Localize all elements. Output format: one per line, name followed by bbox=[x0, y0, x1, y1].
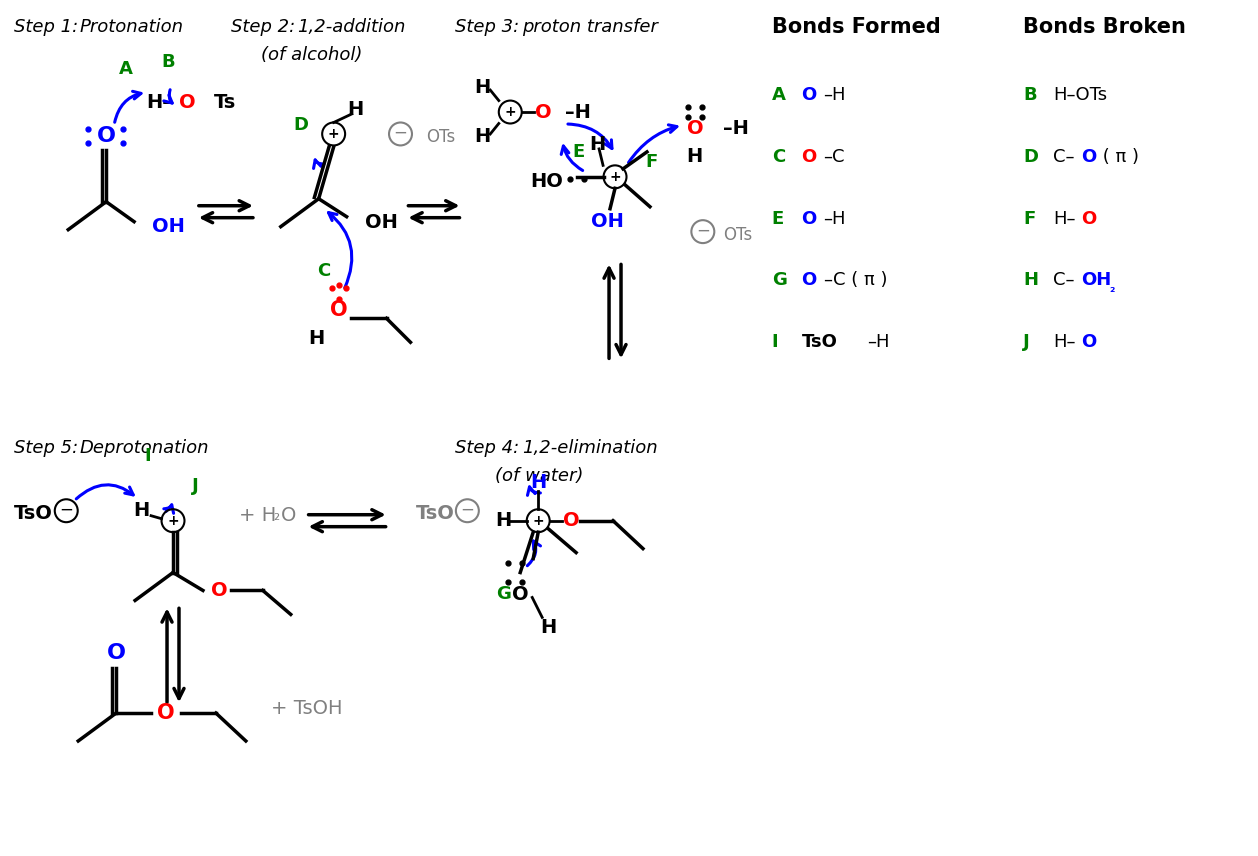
Text: C–: C– bbox=[1053, 271, 1074, 289]
Text: B: B bbox=[161, 53, 175, 71]
Text: −: − bbox=[696, 222, 710, 240]
Text: +: + bbox=[609, 169, 621, 184]
Text: O: O bbox=[1081, 210, 1096, 228]
Text: H–: H– bbox=[1053, 333, 1076, 351]
Text: + H: + H bbox=[239, 506, 276, 526]
Text: H: H bbox=[474, 128, 491, 146]
Text: –H: –H bbox=[723, 120, 749, 139]
Text: –H: –H bbox=[824, 210, 847, 228]
Text: H: H bbox=[347, 99, 364, 118]
Text: Step 5:: Step 5: bbox=[14, 439, 78, 457]
Text: I: I bbox=[145, 447, 151, 465]
Text: J: J bbox=[1023, 333, 1030, 351]
Text: H: H bbox=[540, 618, 556, 637]
Text: OH: OH bbox=[152, 217, 185, 236]
Text: I: I bbox=[771, 333, 779, 351]
Text: O: O bbox=[179, 92, 195, 111]
Text: Deprotonation: Deprotonation bbox=[79, 439, 209, 457]
Text: H: H bbox=[496, 511, 512, 530]
Text: C: C bbox=[317, 262, 331, 280]
Text: (of alcohol): (of alcohol) bbox=[260, 46, 362, 64]
Text: ( π ): ( π ) bbox=[1097, 148, 1138, 166]
Text: B: B bbox=[1023, 86, 1037, 104]
Text: H: H bbox=[308, 329, 325, 348]
Text: +: + bbox=[167, 514, 179, 527]
Text: ₂: ₂ bbox=[1110, 282, 1115, 295]
Text: O: O bbox=[281, 506, 296, 526]
Text: TsO: TsO bbox=[801, 333, 838, 351]
Text: H–OTs: H–OTs bbox=[1053, 86, 1107, 104]
Text: OTs: OTs bbox=[723, 226, 752, 244]
Text: H: H bbox=[530, 473, 546, 492]
Text: Bonds Broken: Bonds Broken bbox=[1023, 17, 1186, 38]
Text: O: O bbox=[211, 581, 228, 600]
Text: TsO: TsO bbox=[415, 504, 454, 523]
Text: O: O bbox=[1081, 333, 1096, 351]
Text: H–: H– bbox=[146, 92, 172, 111]
Text: OH: OH bbox=[590, 212, 624, 231]
Text: C: C bbox=[771, 148, 785, 166]
Text: G: G bbox=[496, 586, 511, 603]
Text: 1,2-addition: 1,2-addition bbox=[297, 18, 405, 36]
Text: HO: HO bbox=[531, 172, 564, 191]
Text: O: O bbox=[801, 86, 816, 104]
Text: O: O bbox=[107, 643, 126, 663]
Text: A: A bbox=[771, 86, 785, 104]
Text: −: − bbox=[394, 124, 408, 142]
Text: 1,2-elimination: 1,2-elimination bbox=[522, 439, 658, 457]
Text: O: O bbox=[157, 703, 175, 723]
Text: −: − bbox=[59, 501, 73, 519]
Text: +: + bbox=[532, 514, 543, 527]
Text: O: O bbox=[564, 511, 580, 530]
Text: H: H bbox=[687, 147, 703, 166]
Text: O: O bbox=[330, 300, 347, 320]
Text: Step 1:: Step 1: bbox=[14, 18, 78, 36]
Text: H: H bbox=[133, 502, 150, 520]
Text: Protonation: Protonation bbox=[79, 18, 184, 36]
Text: F: F bbox=[645, 153, 658, 171]
Text: OTs: OTs bbox=[426, 128, 455, 146]
Text: D: D bbox=[293, 116, 308, 134]
Text: O: O bbox=[801, 210, 816, 228]
Text: –H: –H bbox=[868, 333, 889, 351]
Text: O: O bbox=[535, 103, 552, 122]
Text: H: H bbox=[474, 78, 491, 97]
Text: ₂: ₂ bbox=[273, 508, 279, 523]
Text: E: E bbox=[771, 210, 784, 228]
Text: O: O bbox=[801, 271, 816, 289]
Text: –H: –H bbox=[824, 86, 847, 104]
Text: H: H bbox=[1023, 271, 1038, 289]
Text: G: G bbox=[771, 271, 786, 289]
Text: −: − bbox=[460, 501, 474, 519]
Text: + TsOH: + TsOH bbox=[270, 698, 342, 717]
Text: +: + bbox=[504, 105, 516, 119]
Text: D: D bbox=[1023, 148, 1038, 166]
Text: J: J bbox=[191, 477, 199, 495]
Text: A: A bbox=[120, 60, 133, 78]
Text: Step 3:: Step 3: bbox=[455, 18, 520, 36]
Text: C–: C– bbox=[1053, 148, 1074, 166]
Text: O: O bbox=[1081, 148, 1096, 166]
Text: H–: H– bbox=[1053, 210, 1076, 228]
Text: +: + bbox=[328, 127, 340, 141]
Text: –C ( π ): –C ( π ) bbox=[824, 271, 887, 289]
Text: Ts: Ts bbox=[214, 92, 237, 111]
Text: O: O bbox=[687, 120, 703, 139]
Text: Bonds Formed: Bonds Formed bbox=[771, 17, 941, 38]
Text: E: E bbox=[572, 143, 584, 161]
Text: Step 4:: Step 4: bbox=[455, 439, 520, 457]
Text: TsO: TsO bbox=[14, 504, 53, 523]
Text: proton transfer: proton transfer bbox=[522, 18, 658, 36]
Text: –C: –C bbox=[824, 148, 845, 166]
Text: O: O bbox=[97, 126, 116, 146]
Text: O: O bbox=[801, 148, 816, 166]
Text: H: H bbox=[589, 135, 605, 154]
Text: OH: OH bbox=[365, 213, 398, 232]
Text: (of water): (of water) bbox=[496, 467, 584, 484]
Text: Step 2:: Step 2: bbox=[231, 18, 296, 36]
Text: OH: OH bbox=[1081, 271, 1111, 289]
Text: F: F bbox=[1023, 210, 1035, 228]
Text: O: O bbox=[512, 585, 528, 604]
Text: –H: –H bbox=[565, 103, 591, 122]
